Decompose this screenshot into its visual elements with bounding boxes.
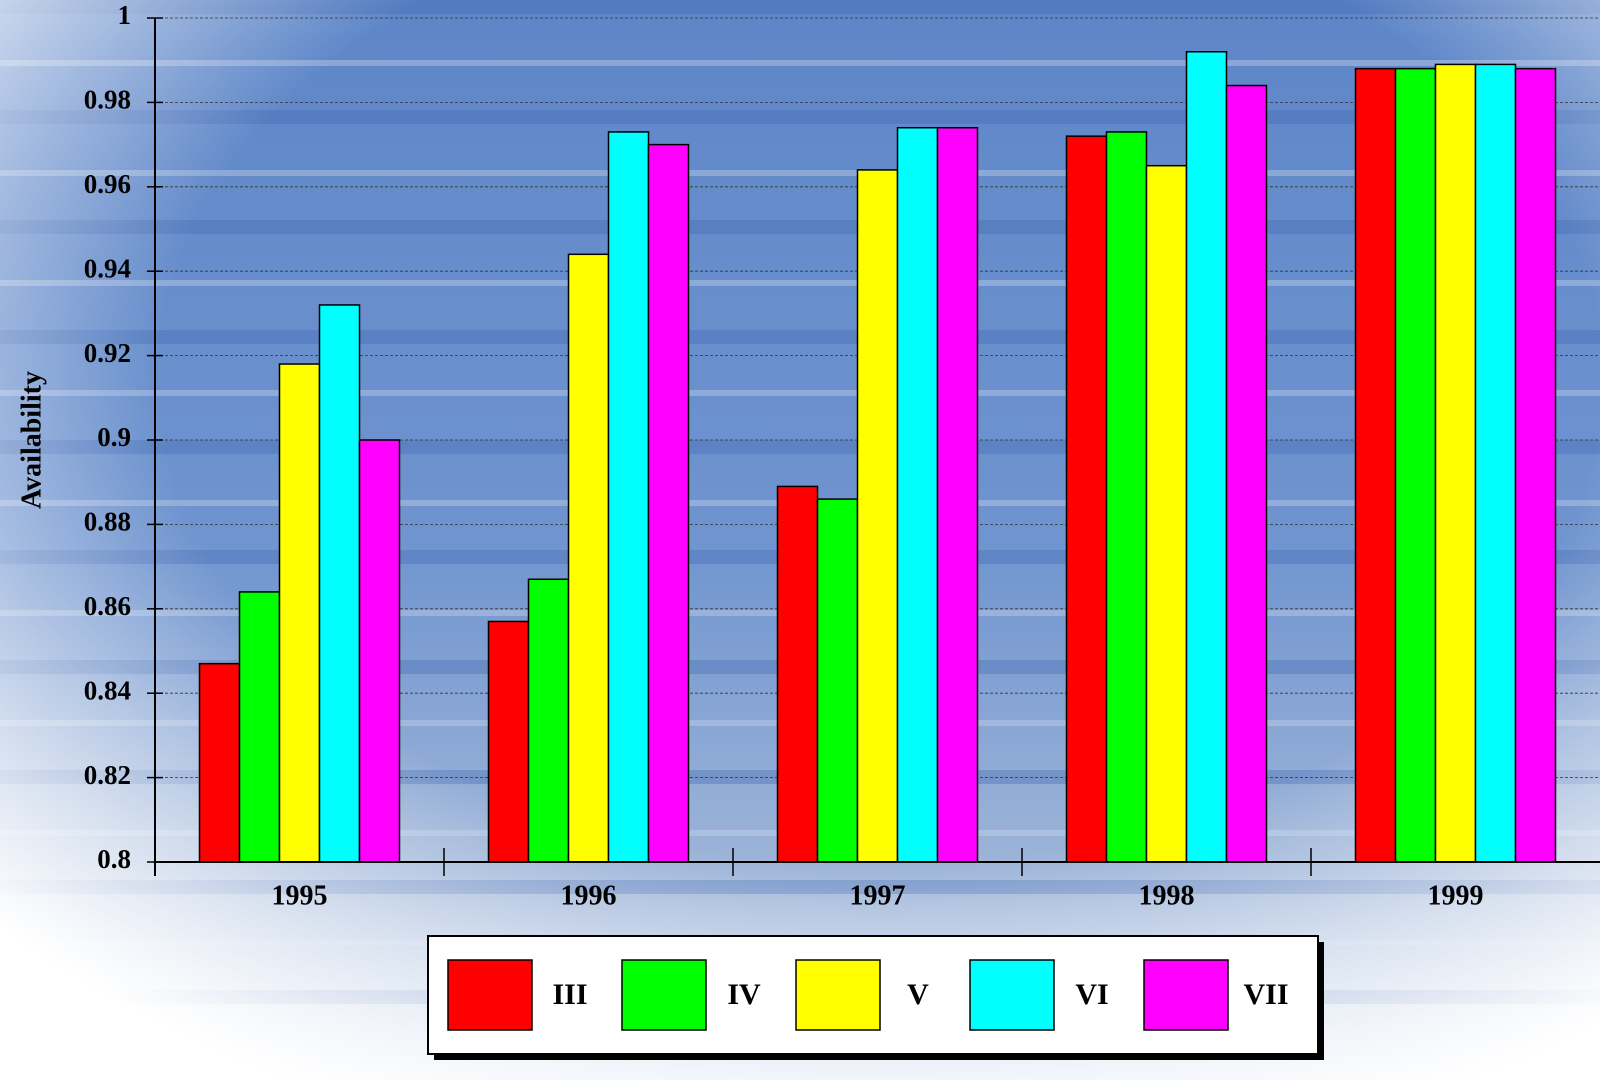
bar (1514, 67, 1557, 863)
y-tick-label: 0.98 (84, 85, 131, 115)
bar (1474, 63, 1517, 863)
bar (358, 439, 401, 863)
y-tick-label: 0.88 (84, 507, 131, 537)
x-tick-label: 1999 (1428, 880, 1484, 911)
bar (487, 620, 530, 863)
legend-label: IV (727, 978, 761, 1011)
x-tick-label: 1997 (850, 880, 906, 911)
bar (198, 662, 241, 863)
y-tick-label: 0.96 (84, 169, 131, 199)
legend: III IV V VI VII (427, 935, 1324, 1060)
bar (936, 126, 979, 863)
y-tick-label: 0.94 (84, 253, 131, 283)
legend-label: VI (1075, 978, 1108, 1011)
y-axis-label: Availability (16, 371, 47, 509)
y-tick-label: 0.82 (84, 760, 131, 790)
bar (238, 591, 281, 863)
bar (1145, 164, 1188, 863)
bar (607, 131, 650, 863)
y-tick-label: 0.92 (84, 338, 131, 368)
legend-swatch (969, 959, 1055, 1031)
y-tick-label: 0.8 (97, 844, 131, 874)
legend-swatch (795, 959, 881, 1031)
y-tick-label: 1 (118, 0, 132, 30)
x-tick-label: 1998 (1139, 880, 1195, 911)
y-tick-label: 0.9 (97, 422, 131, 452)
legend-swatch (447, 959, 533, 1031)
bar (278, 363, 321, 863)
bar (1185, 51, 1228, 863)
bar (856, 169, 899, 863)
bar (527, 578, 570, 863)
bar (647, 143, 690, 863)
legend-label: V (907, 978, 929, 1011)
bar (1065, 135, 1108, 863)
bar (1394, 67, 1437, 863)
legend-label: III (552, 978, 587, 1011)
bar (1225, 84, 1268, 863)
y-tick-label: 0.84 (84, 675, 131, 705)
bar (1354, 67, 1397, 863)
bar (776, 485, 819, 863)
bar (567, 253, 610, 863)
bar (1434, 63, 1477, 863)
x-tick-label: 1995 (272, 880, 328, 911)
legend-swatch (1143, 959, 1229, 1031)
legend-swatch (621, 959, 707, 1031)
y-tick-label: 0.86 (84, 591, 131, 621)
bar (896, 126, 939, 863)
legend-label: VII (1243, 978, 1288, 1011)
bar (1105, 131, 1148, 863)
bar (318, 304, 361, 863)
bar (816, 498, 859, 863)
x-tick-label: 1996 (561, 880, 617, 911)
